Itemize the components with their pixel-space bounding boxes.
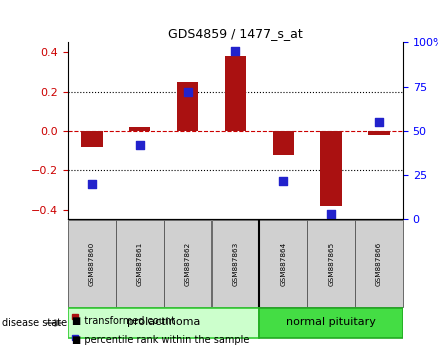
Bar <box>72 314 78 319</box>
Bar <box>177 82 198 131</box>
FancyBboxPatch shape <box>259 220 307 307</box>
Text: GSM887860: GSM887860 <box>89 241 95 286</box>
Point <box>136 142 143 148</box>
Text: GSM887861: GSM887861 <box>137 241 143 286</box>
Bar <box>225 56 246 131</box>
Text: GSM887865: GSM887865 <box>328 241 334 286</box>
FancyBboxPatch shape <box>212 220 259 307</box>
Bar <box>272 131 294 155</box>
FancyBboxPatch shape <box>259 308 403 338</box>
Point <box>328 211 335 217</box>
Text: normal pituitary: normal pituitary <box>286 317 376 327</box>
FancyBboxPatch shape <box>164 220 212 307</box>
Text: GSM887863: GSM887863 <box>233 241 238 286</box>
Point <box>184 89 191 95</box>
FancyBboxPatch shape <box>355 220 403 307</box>
Point <box>280 178 287 183</box>
Bar <box>368 131 390 135</box>
Text: ■ percentile rank within the sample: ■ percentile rank within the sample <box>72 335 250 344</box>
FancyBboxPatch shape <box>68 308 259 338</box>
FancyBboxPatch shape <box>116 220 163 307</box>
Text: prolactinoma: prolactinoma <box>127 317 200 327</box>
Point <box>232 48 239 54</box>
Title: GDS4859 / 1477_s_at: GDS4859 / 1477_s_at <box>168 27 303 40</box>
Text: GSM887862: GSM887862 <box>184 241 191 286</box>
FancyBboxPatch shape <box>307 220 355 307</box>
Bar <box>81 131 102 147</box>
Text: GSM887866: GSM887866 <box>376 241 382 286</box>
FancyBboxPatch shape <box>68 220 116 307</box>
Bar <box>72 335 78 340</box>
Point <box>375 119 382 125</box>
Bar <box>129 127 151 131</box>
Text: ■ transformed count: ■ transformed count <box>72 316 175 326</box>
Point <box>88 181 95 187</box>
Text: GSM887864: GSM887864 <box>280 241 286 286</box>
Bar <box>320 131 342 206</box>
Text: disease state: disease state <box>2 318 67 328</box>
